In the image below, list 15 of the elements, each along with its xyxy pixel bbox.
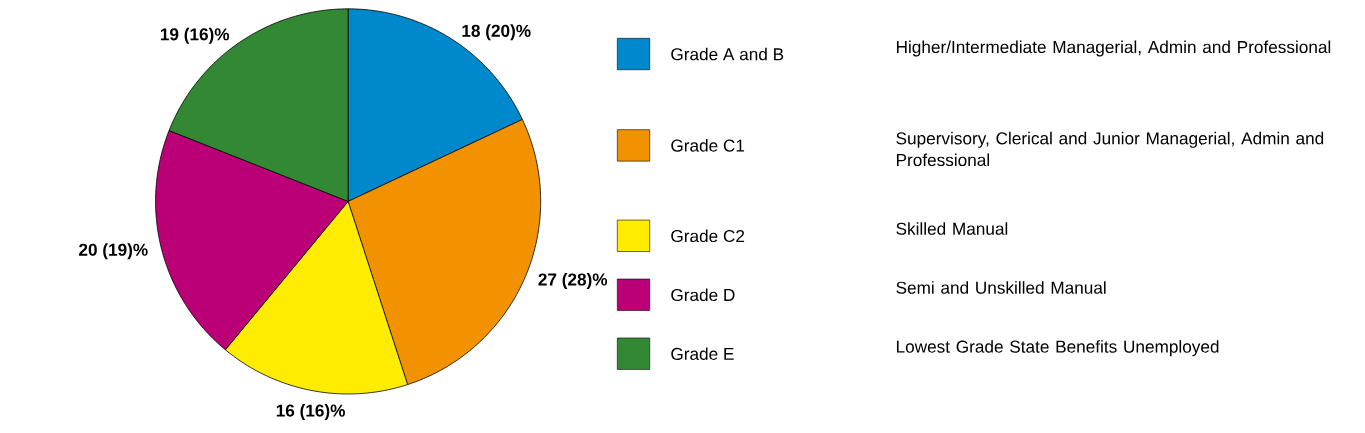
text: Skilled Manual	[896, 222, 1008, 235]
text: Higher/Intermediate Managerial, Admin and Professional	[896, 40, 1331, 57]
legend-label: Grade C2	[671, 229, 745, 242]
data-label: 27 (28)%	[538, 272, 608, 289]
data-label: 16 (16)%	[276, 403, 345, 420]
data-label: 19 (16)%	[160, 27, 230, 44]
legend-label: Grade C1	[671, 138, 745, 152]
legend-label: Grade A and B	[671, 47, 784, 61]
data-label: 20 (19)%	[79, 243, 148, 260]
text: Supervisory, Clerical and Junior Managerial, Admin and Professional	[896, 131, 1324, 166]
legend-label: Grade E	[671, 347, 734, 360]
text: Lowest Grade State Benefits Unemployed	[896, 339, 1219, 357]
text: Semi and Unskilled Manual	[896, 281, 1106, 294]
legend-label: Grade D	[671, 288, 735, 301]
data-label: 18 (20)%	[462, 24, 531, 41]
